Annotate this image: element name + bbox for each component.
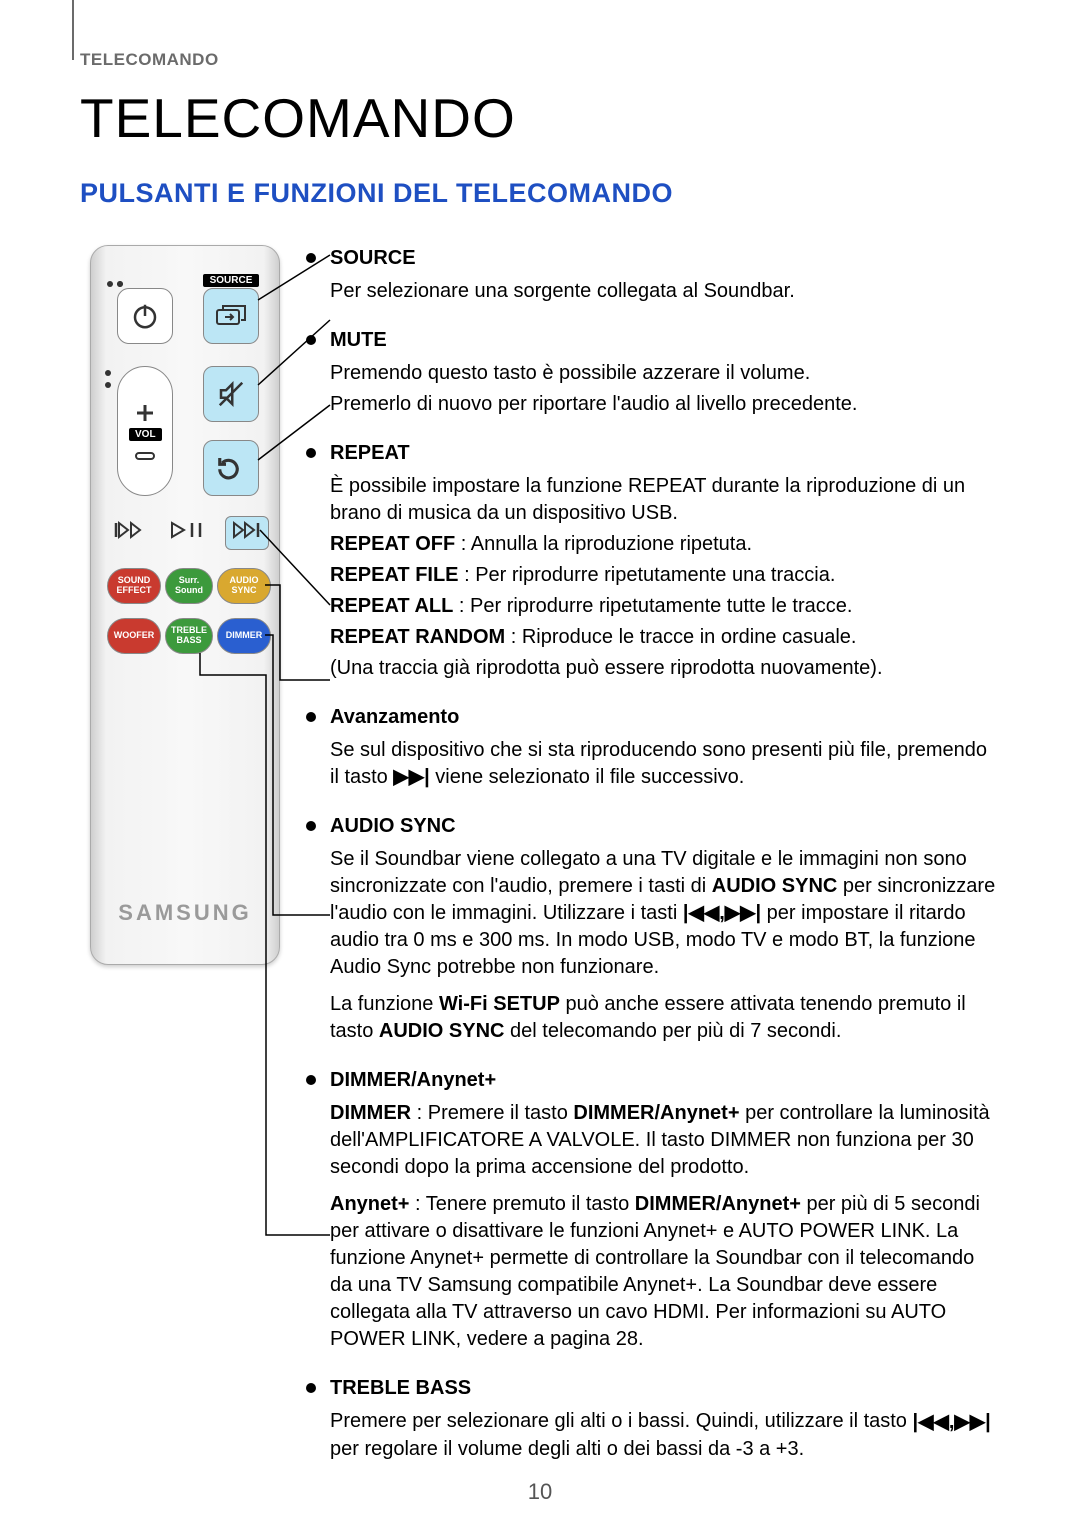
source-button: [203, 288, 259, 344]
page-title: TELECOMANDO: [80, 86, 1000, 150]
treble-heading: TREBLE BASS: [330, 1375, 1000, 1402]
vol-up-icon: [133, 401, 157, 425]
play-pause-button: [163, 516, 213, 550]
dimmer-p2: Anynet+ : Tenere premuto il tasto DIMMER…: [330, 1191, 1000, 1353]
next-icon: [230, 520, 264, 546]
treble-bass-button: TREBLE BASS: [165, 618, 213, 654]
content: SOURCE VOL: [80, 245, 1000, 1485]
mute-body-2: Premerlo di nuovo per riportare l'audio …: [330, 391, 1000, 418]
section-audio-sync: AUDIO SYNC Se il Soundbar viene collegat…: [330, 813, 1000, 1045]
source-label: SOURCE: [203, 274, 259, 287]
section-source: SOURCE Per selezionare una sorgente coll…: [330, 245, 1000, 305]
next-button: [225, 516, 269, 550]
page: TELECOMANDO TELECOMANDO PULSANTI E FUNZI…: [0, 0, 1080, 1515]
power-button: [117, 288, 173, 344]
repeat-off: REPEAT OFF : Annulla la riproduzione rip…: [330, 531, 1000, 558]
audio-sync-heading: AUDIO SYNC: [330, 813, 1000, 840]
avanzamento-body: Se sul dispositivo che si sta riproducen…: [330, 737, 1000, 791]
dimmer-p1: DIMMER : Premere il tasto DIMMER/Anynet+…: [330, 1100, 1000, 1181]
repeat-heading: REPEAT: [330, 440, 1000, 467]
repeat-icon: [216, 453, 246, 483]
description-column: SOURCE Per selezionare una sorgente coll…: [330, 245, 1000, 1485]
remote-illustration: SOURCE VOL: [90, 245, 280, 965]
repeat-random-note: (Una traccia già riprodotta può essere r…: [330, 655, 1000, 682]
source-body: Per selezionare una sorgente collegata a…: [330, 278, 1000, 305]
mute-icon: [216, 379, 246, 409]
prev-icon: [112, 520, 146, 546]
breadcrumb: TELECOMANDO: [80, 50, 1000, 70]
remote-column: SOURCE VOL: [80, 245, 290, 965]
grip-dots: [105, 370, 111, 394]
dimmer-heading: DIMMER/Anynet+: [330, 1067, 1000, 1094]
page-subtitle: PULSANTI E FUNZIONI DEL TELECOMANDO: [80, 178, 1000, 209]
repeat-button: [203, 440, 259, 496]
vol-label: VOL: [129, 428, 162, 441]
prev-button: [107, 516, 151, 550]
section-treble-bass: TREBLE BASS Premere per selezionare gli …: [330, 1375, 1000, 1462]
play-pause-icon: [168, 520, 208, 546]
vol-down-icon: [133, 451, 157, 461]
surr-sound-button: Surr. Sound: [165, 568, 213, 604]
audio-sync-button: AUDIO SYNC: [217, 568, 271, 604]
prev-next-icon: |◀◀,▶▶|: [683, 900, 761, 927]
section-repeat: REPEAT È possibile impostare la funzione…: [330, 440, 1000, 682]
brand-label: SAMSUNG: [91, 900, 279, 926]
dimmer-button: DIMMER: [217, 618, 271, 654]
power-icon: [130, 301, 160, 331]
section-mute: MUTE Premendo questo tasto è possibile a…: [330, 327, 1000, 418]
woofer-button: WOOFER: [107, 618, 161, 654]
next-track-icon: ▶▶|: [393, 764, 429, 791]
avanzamento-heading: Avanzamento: [330, 704, 1000, 731]
page-number: 10: [528, 1479, 552, 1505]
section-dimmer: DIMMER/Anynet+ DIMMER : Premere il tasto…: [330, 1067, 1000, 1353]
prev-next-icon-2: |◀◀,▶▶|: [912, 1409, 990, 1436]
audio-sync-p2: La funzione Wi-Fi SETUP può anche essere…: [330, 991, 1000, 1045]
repeat-body: È possibile impostare la funzione REPEAT…: [330, 473, 1000, 527]
repeat-random: REPEAT RANDOM : Riproduce le tracce in o…: [330, 624, 1000, 651]
audio-sync-p1: Se il Soundbar viene collegato a una TV …: [330, 846, 1000, 981]
mute-body-1: Premendo questo tasto è possibile azzera…: [330, 360, 1000, 387]
section-avanzamento: Avanzamento Se sul dispositivo che si st…: [330, 704, 1000, 791]
source-heading: SOURCE: [330, 245, 1000, 272]
treble-body: Premere per selezionare gli alti o i bas…: [330, 1408, 1000, 1462]
mute-heading: MUTE: [330, 327, 1000, 354]
mute-button: [203, 366, 259, 422]
repeat-all: REPEAT ALL : Per riprodurre ripetutament…: [330, 593, 1000, 620]
repeat-file: REPEAT FILE : Per riprodurre ripetutamen…: [330, 562, 1000, 589]
sound-effect-button: SOUND EFFECT: [107, 568, 161, 604]
source-icon: [215, 304, 247, 328]
